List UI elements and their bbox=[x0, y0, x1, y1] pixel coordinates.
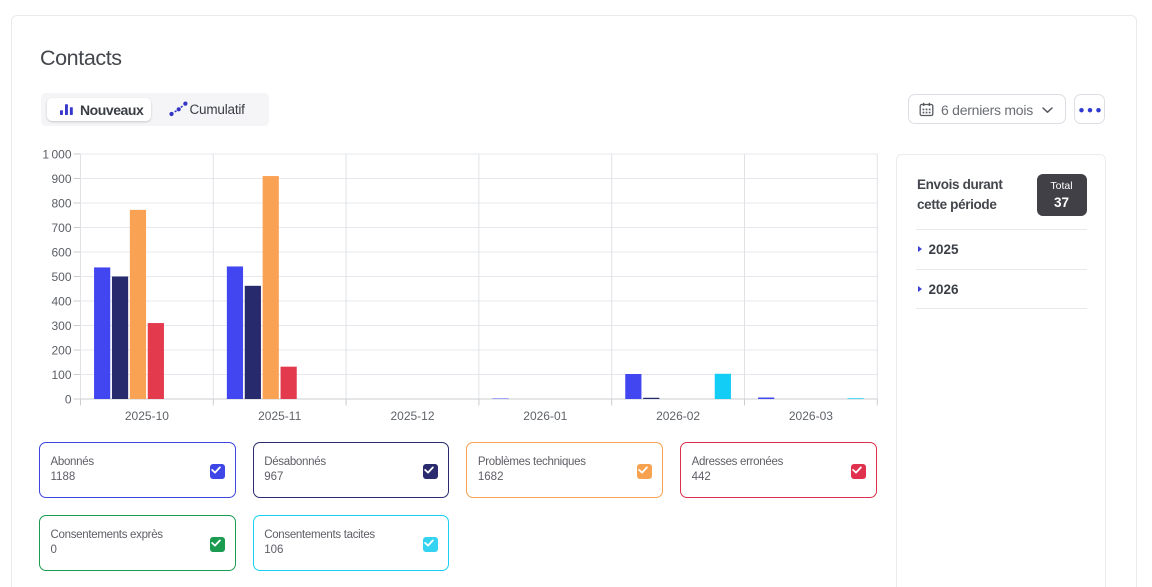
svg-text:200: 200 bbox=[51, 344, 71, 358]
svg-text:2025-12: 2025-12 bbox=[390, 409, 434, 423]
svg-text:1 000: 1 000 bbox=[42, 148, 71, 162]
svg-text:700: 700 bbox=[51, 221, 71, 235]
svg-text:400: 400 bbox=[51, 295, 71, 309]
svg-text:2026-02: 2026-02 bbox=[656, 409, 700, 423]
svg-text:0: 0 bbox=[65, 393, 72, 407]
svg-text:2025-10: 2025-10 bbox=[125, 409, 169, 423]
svg-text:600: 600 bbox=[51, 246, 71, 260]
svg-text:2025-11: 2025-11 bbox=[258, 409, 301, 423]
svg-text:100: 100 bbox=[51, 368, 71, 382]
svg-text:800: 800 bbox=[51, 197, 71, 211]
svg-text:300: 300 bbox=[51, 319, 71, 333]
svg-text:900: 900 bbox=[51, 172, 71, 186]
svg-text:2026-01: 2026-01 bbox=[523, 409, 567, 423]
svg-text:500: 500 bbox=[51, 270, 71, 284]
svg-text:2026-03: 2026-03 bbox=[789, 409, 833, 423]
